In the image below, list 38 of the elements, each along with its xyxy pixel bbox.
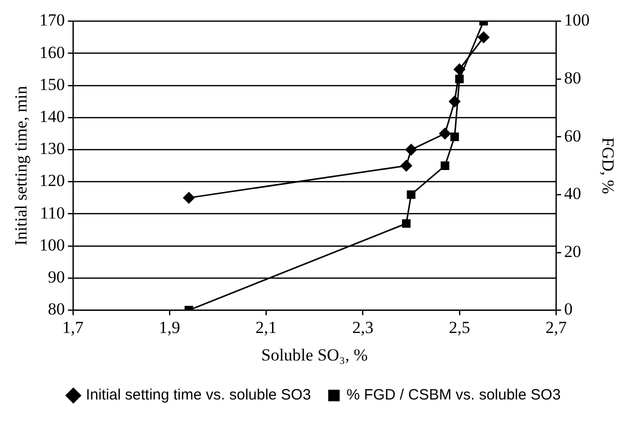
y2-axis-title: FGD, %: [598, 137, 618, 194]
y-tick-label: 100: [39, 235, 65, 254]
y-tick-label: 170: [39, 10, 65, 30]
y2-tick-label: 60: [564, 126, 582, 146]
y2-tick-label: 0: [564, 300, 573, 319]
point: [402, 219, 411, 228]
x-tick-label: 2,5: [448, 318, 470, 337]
y-tick-label: 110: [40, 203, 65, 222]
point: [439, 128, 451, 140]
legend-label: Initial setting time vs. soluble SO3: [86, 386, 311, 404]
point: [405, 144, 417, 156]
x-tick-label: 2,1: [256, 318, 277, 337]
y-tick-label: 150: [39, 74, 65, 94]
y-tick-label: 130: [39, 139, 65, 158]
y-tick-label: 140: [39, 107, 65, 126]
legend-label: % FGD / CSBM vs. soluble SO3: [346, 386, 561, 404]
y-axis-title: Initial setting time, min: [12, 85, 31, 246]
x-axis-title: Soluble SO₃, %: [261, 345, 368, 364]
point: [454, 64, 466, 76]
x-tick-label: 1,7: [62, 318, 84, 337]
point: [450, 132, 459, 142]
point: [183, 192, 195, 204]
y2-tick-label: 80: [564, 68, 582, 88]
x-tick-label: 2,7: [545, 318, 568, 337]
y-tick-label: 120: [39, 171, 65, 190]
y-tick-label: 80: [48, 300, 65, 319]
point: [400, 160, 412, 172]
y-tick-label: 160: [39, 42, 65, 62]
point: [406, 190, 416, 199]
x-tick-label: 2,3: [352, 318, 374, 337]
y2-tick-label: 40: [564, 184, 582, 204]
point: [448, 96, 460, 108]
x-tick-label: 1,9: [158, 318, 180, 337]
point: [478, 32, 490, 44]
y2-tick-label: 100: [564, 10, 590, 30]
point: [440, 161, 450, 170]
y2-tick-label: 20: [564, 242, 582, 261]
y-tick-label: 90: [48, 268, 65, 287]
